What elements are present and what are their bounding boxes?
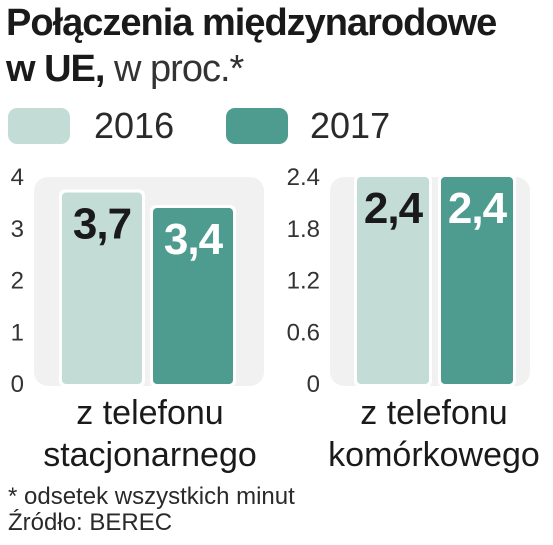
chart-1-ytick: 3 [11,216,24,243]
chart-1-ytick: 4 [11,164,24,191]
title-region: w UE, [6,48,105,90]
chart-1-ytick: 2 [11,268,24,295]
chart-1-data-label-2016: 3,7 [73,200,131,249]
title-main: Połączenia międzynarodowe [6,2,497,44]
chart-1-ytick: 0 [11,371,24,398]
chart-2-ytick: 0 [307,371,320,398]
chart-1-data-label-2017: 3,4 [164,215,224,264]
chart-1-bar-2017 [153,208,233,384]
chart-2-category-label: komórkowego [328,436,540,474]
chart-2-ytick: 2.4 [287,164,320,191]
legend-swatch-2016 [8,108,70,144]
chart-title: Połączenia międzynarodowe w UE, w proc.* [6,0,497,92]
chart-1-ytick: 1 [11,319,24,346]
legend: 2016 2017 [0,104,553,148]
footnote-source: Źródło: BEREC [8,509,173,536]
chart-2-ytick: 0.6 [287,319,320,346]
chart-2-ytick: 1.2 [287,268,320,295]
chart-2-bar-2016 [357,177,429,384]
chart-2-category-label: z telefonu [360,394,507,432]
chart-1-category-label: stacjonarnego [43,436,257,474]
title-unit: w proc.* [104,48,244,90]
legend-swatch-2017 [226,108,288,144]
chart-2-data-label-2017: 2,4 [448,184,508,233]
chart-2-data-label-2016: 2,4 [364,184,424,233]
footnote-definition: * odsetek wszystkich minut [8,483,295,510]
chart-1-category-label: z telefonu [76,394,223,432]
chart-1-bar-2016 [62,192,142,384]
legend-label-2017: 2017 [310,105,391,146]
legend-label-2016: 2016 [94,105,175,146]
chart-2-bar-2017 [441,177,513,384]
chart-2-ytick: 1.8 [287,216,320,243]
